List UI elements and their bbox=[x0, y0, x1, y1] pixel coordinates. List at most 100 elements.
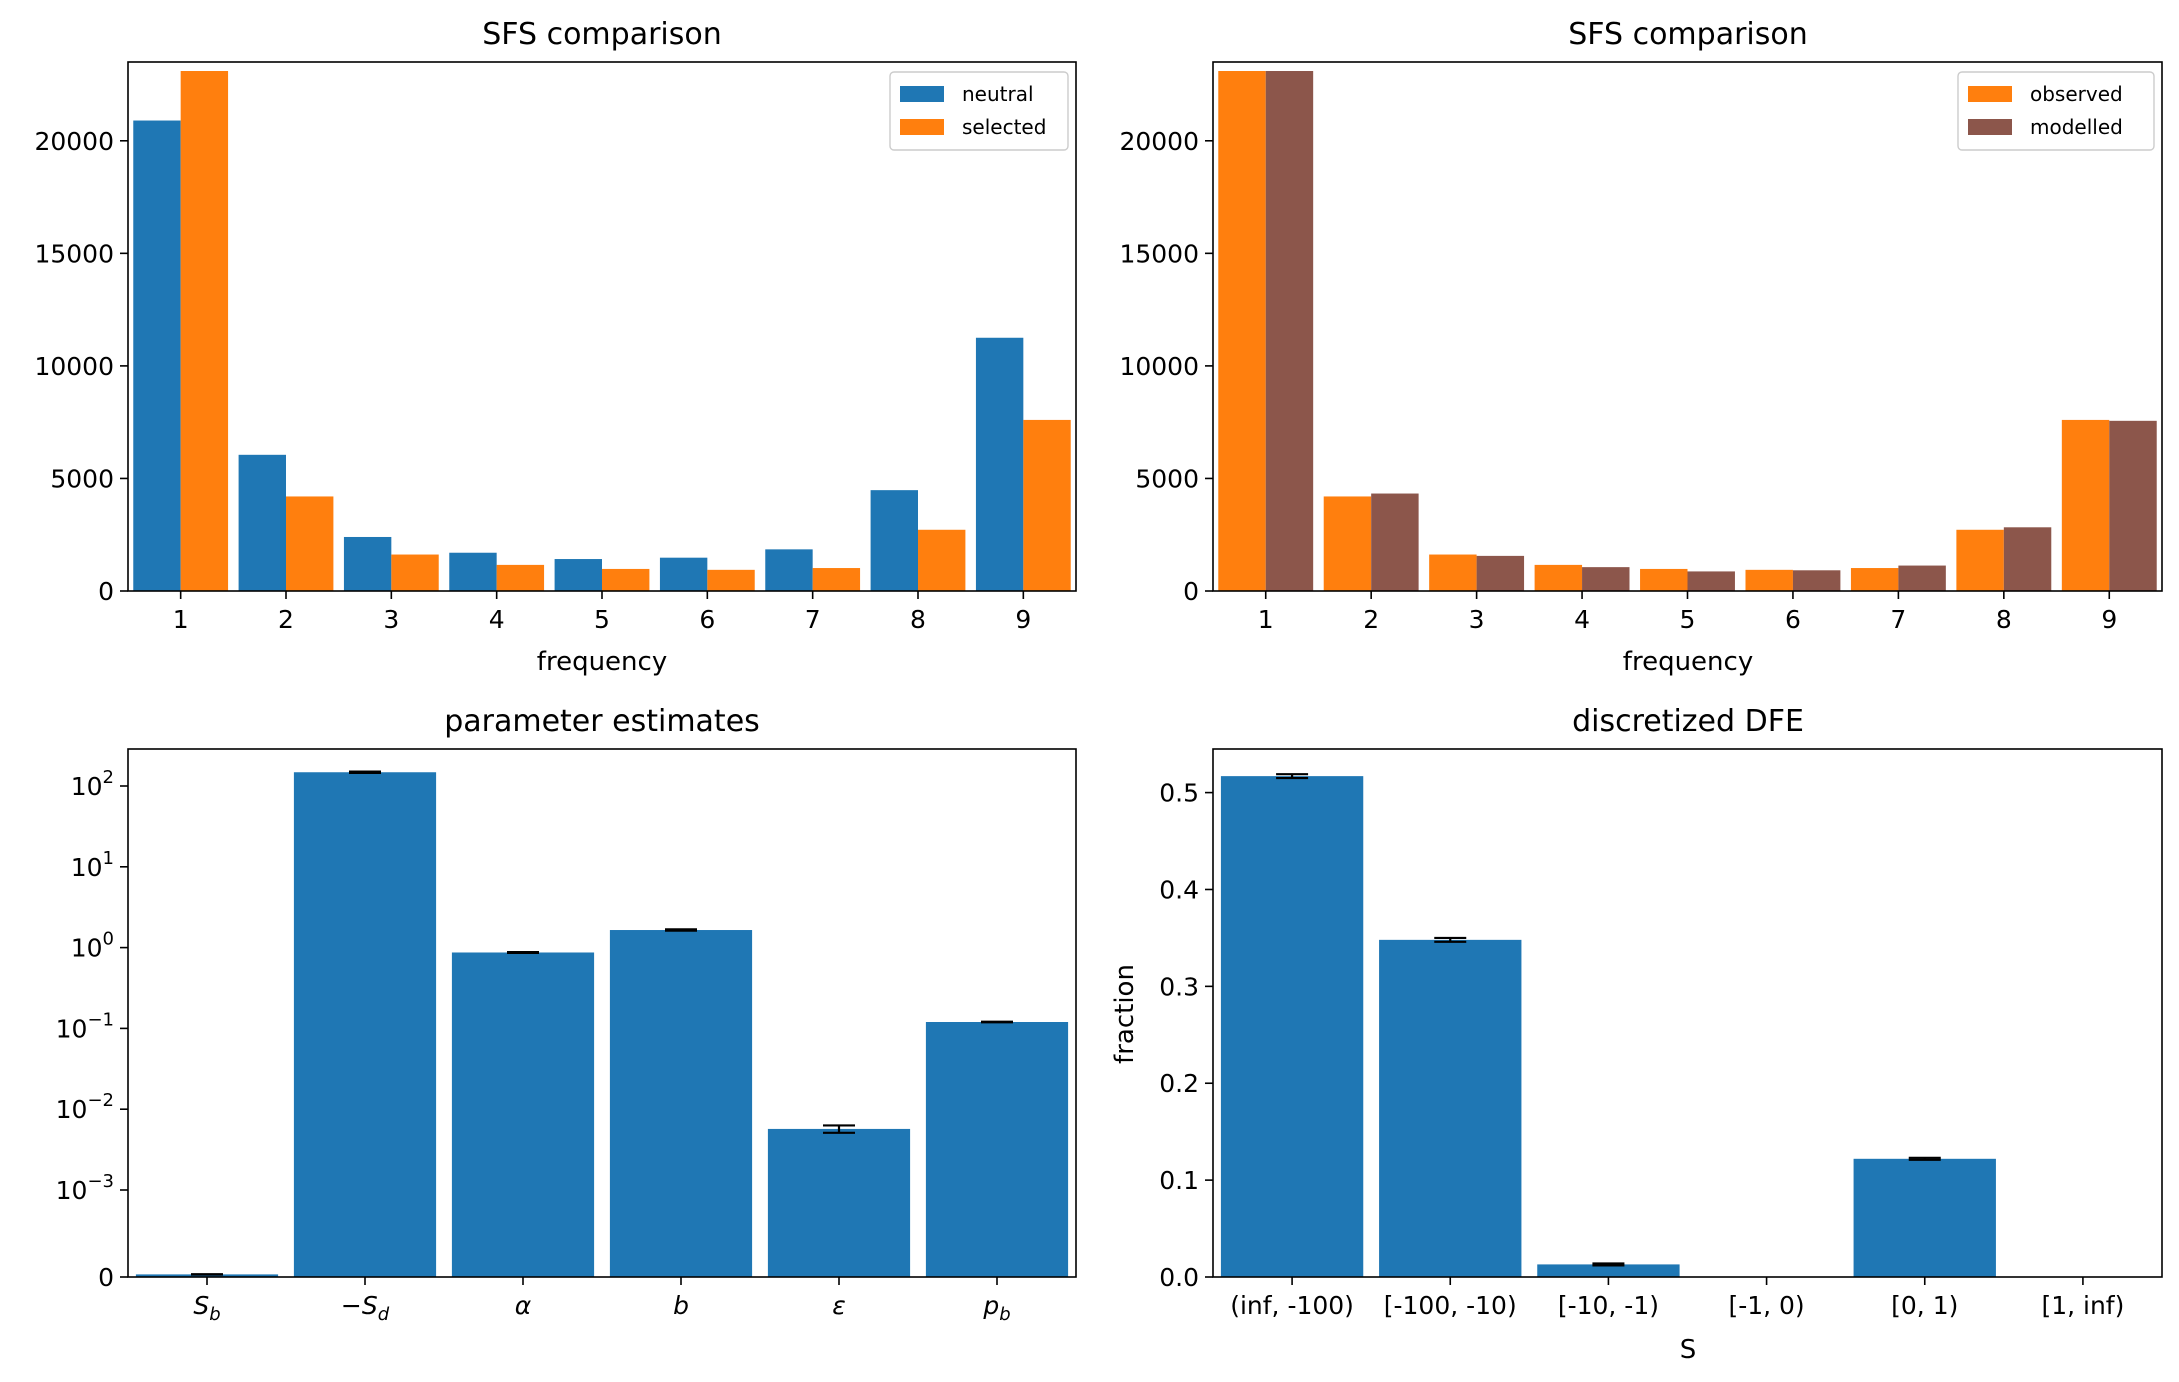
bar-dfe-1 bbox=[1379, 939, 1522, 1277]
bar-param-2 bbox=[451, 952, 595, 1277]
panel4-ytick-label: 0.2 bbox=[1159, 1069, 1199, 1098]
bar-neutral-7 bbox=[765, 549, 813, 591]
panel1-bars bbox=[133, 71, 1071, 592]
bar-modelled-5 bbox=[1687, 571, 1735, 591]
panel1-xtick-label: 3 bbox=[383, 605, 399, 634]
bar-selected-7 bbox=[812, 568, 861, 591]
legend-label-selected: selected bbox=[962, 115, 1046, 139]
bar-modelled-7 bbox=[1898, 565, 1946, 591]
panel-sfs-neutral-selected: SFS comparison 0 5000 10000 15000 20000 1 2 3 4 5… bbox=[34, 17, 1077, 677]
panel2-xtick-label: 9 bbox=[2101, 605, 2117, 634]
bar-observed-6 bbox=[1745, 569, 1793, 591]
bar-neutral-4 bbox=[449, 552, 497, 591]
bar-dfe-4 bbox=[1853, 1158, 1996, 1277]
panel2-xtick-label: 8 bbox=[1996, 605, 2012, 634]
bar-selected-8 bbox=[918, 529, 966, 591]
panel3-ytick-label: 100 bbox=[71, 929, 114, 963]
panel4-ytick-label: 0.3 bbox=[1159, 972, 1199, 1001]
panel4-xlabel: S bbox=[1680, 1335, 1697, 1365]
panel2-legend: observed modelled bbox=[1957, 71, 2155, 151]
panel2-ytick-label: 15000 bbox=[1119, 239, 1199, 268]
panel3-xtick-label: pb bbox=[982, 1291, 1010, 1325]
panel4-ytick-label: 0.0 bbox=[1159, 1263, 1199, 1292]
bar-dfe-0 bbox=[1220, 776, 1364, 1277]
panel-discretized-dfe: discretized DFE 0.0 0.1 0.2 0.3 0.4 0.5 (inf, … bbox=[1110, 704, 2163, 1365]
bar-observed-1 bbox=[1218, 71, 1266, 591]
panel1-xtick-label: 1 bbox=[173, 605, 189, 634]
panel2-xtick-label: 3 bbox=[1469, 605, 1485, 634]
bar-neutral-6 bbox=[659, 557, 708, 591]
panel3-xtick-label: −Sd bbox=[341, 1291, 390, 1325]
panel3-xtick-label: b bbox=[673, 1291, 689, 1320]
panel3-ytick-label: 102 bbox=[71, 767, 114, 801]
bar-dfe-2 bbox=[1537, 1264, 1680, 1277]
panel4-xtick-label: [-100, -10) bbox=[1384, 1291, 1517, 1320]
bar-observed-5 bbox=[1640, 568, 1688, 591]
panel2-ytick-label: 5000 bbox=[1135, 464, 1199, 493]
panel2-ytick-label: 10000 bbox=[1119, 352, 1199, 381]
panel1-xtick-label: 2 bbox=[278, 605, 294, 634]
panel2-axes: 0 5000 10000 15000 20000 1 2 3 4 5 6 7 8 9 bbox=[1119, 61, 2163, 634]
panel1-ytick-label: 20000 bbox=[34, 127, 114, 156]
panel-sfs-observed-modelled: SFS comparison 0 5000 10000 15000 20000 1 2 3 4 5… bbox=[1119, 17, 2163, 677]
bar-observed-3 bbox=[1429, 554, 1477, 591]
panel3-frame bbox=[127, 748, 1077, 1278]
bar-param-0 bbox=[135, 1274, 279, 1277]
panel4-title: discretized DFE bbox=[1572, 704, 1804, 739]
panel2-xtick-label: 4 bbox=[1574, 605, 1590, 634]
panel3-ytick-label: 10−2 bbox=[56, 1090, 114, 1124]
panel4-ytick-label: 0.1 bbox=[1159, 1166, 1199, 1195]
bar-neutral-5 bbox=[554, 559, 602, 591]
panel4-xtick-label: (inf, -100) bbox=[1230, 1291, 1354, 1320]
bar-observed-4 bbox=[1534, 564, 1583, 591]
bar-neutral-2 bbox=[238, 454, 286, 591]
bar-selected-6 bbox=[707, 569, 755, 591]
panel1-ytick-label: 0 bbox=[98, 577, 114, 606]
panel3-xtick-label: ε bbox=[832, 1291, 846, 1320]
bar-modelled-4 bbox=[1582, 567, 1630, 591]
panel2-title: SFS comparison bbox=[1568, 17, 1808, 52]
panel3-bars bbox=[135, 770, 1069, 1277]
bar-observed-2 bbox=[1323, 496, 1372, 591]
bar-modelled-8 bbox=[2003, 527, 2052, 591]
panel1-legend: neutral selected bbox=[889, 71, 1069, 151]
bar-neutral-1 bbox=[133, 120, 181, 592]
bar-param-4 bbox=[767, 1128, 911, 1277]
panel4-ylabel: fraction bbox=[1110, 964, 1140, 1064]
panel2-xtick-label: 2 bbox=[1363, 605, 1379, 634]
bar-modelled-9 bbox=[2109, 420, 2157, 591]
legend-label-neutral: neutral bbox=[962, 82, 1034, 106]
panel3-xtick-label: Sb bbox=[193, 1291, 220, 1325]
bar-modelled-6 bbox=[1792, 570, 1841, 591]
panel2-ytick-label: 20000 bbox=[1119, 127, 1199, 156]
panel-parameter-estimates: parameter estimates 0 10−3 10−2 10−1 100 101 1… bbox=[56, 704, 1077, 1325]
bar-selected-3 bbox=[391, 554, 439, 591]
panel3-xtick-label: α bbox=[515, 1291, 532, 1320]
panel1-ytick-label: 5000 bbox=[50, 464, 114, 493]
panel3-title: parameter estimates bbox=[444, 704, 760, 739]
bar-selected-5 bbox=[602, 568, 650, 591]
legend-label-observed: observed bbox=[2030, 82, 2123, 106]
panel1-ytick-label: 10000 bbox=[34, 352, 114, 381]
panel2-xtick-label: 7 bbox=[1890, 605, 1906, 634]
bar-observed-9 bbox=[2061, 419, 2110, 591]
panel3-ytick-label: 10−1 bbox=[56, 1009, 114, 1043]
panel2-xtick-label: 6 bbox=[1785, 605, 1801, 634]
legend-swatch-neutral bbox=[900, 86, 944, 102]
panel1-xtick-label: 9 bbox=[1015, 605, 1031, 634]
bar-selected-2 bbox=[286, 496, 334, 591]
panel1-xtick-label: 6 bbox=[699, 605, 715, 634]
panel4-ytick-label: 0.5 bbox=[1159, 779, 1199, 808]
panel2-ytick-label: 0 bbox=[1183, 577, 1199, 606]
panel4-axes: 0.0 0.1 0.2 0.3 0.4 0.5 (inf, -100) [-100, -10)… bbox=[1159, 748, 2163, 1320]
panel4-xtick-label: [0, 1) bbox=[1891, 1291, 1958, 1320]
panel4-frame bbox=[1212, 748, 2163, 1278]
panel1-xtick-label: 7 bbox=[805, 605, 821, 634]
bar-observed-7 bbox=[1850, 568, 1899, 591]
bar-observed-8 bbox=[1956, 529, 2004, 591]
panel1-ytick-label: 15000 bbox=[34, 239, 114, 268]
panel1-xtick-label: 4 bbox=[489, 605, 505, 634]
bar-modelled-2 bbox=[1371, 493, 1419, 591]
panel3-ytick-label: 0 bbox=[98, 1263, 114, 1292]
bar-neutral-3 bbox=[343, 536, 392, 591]
